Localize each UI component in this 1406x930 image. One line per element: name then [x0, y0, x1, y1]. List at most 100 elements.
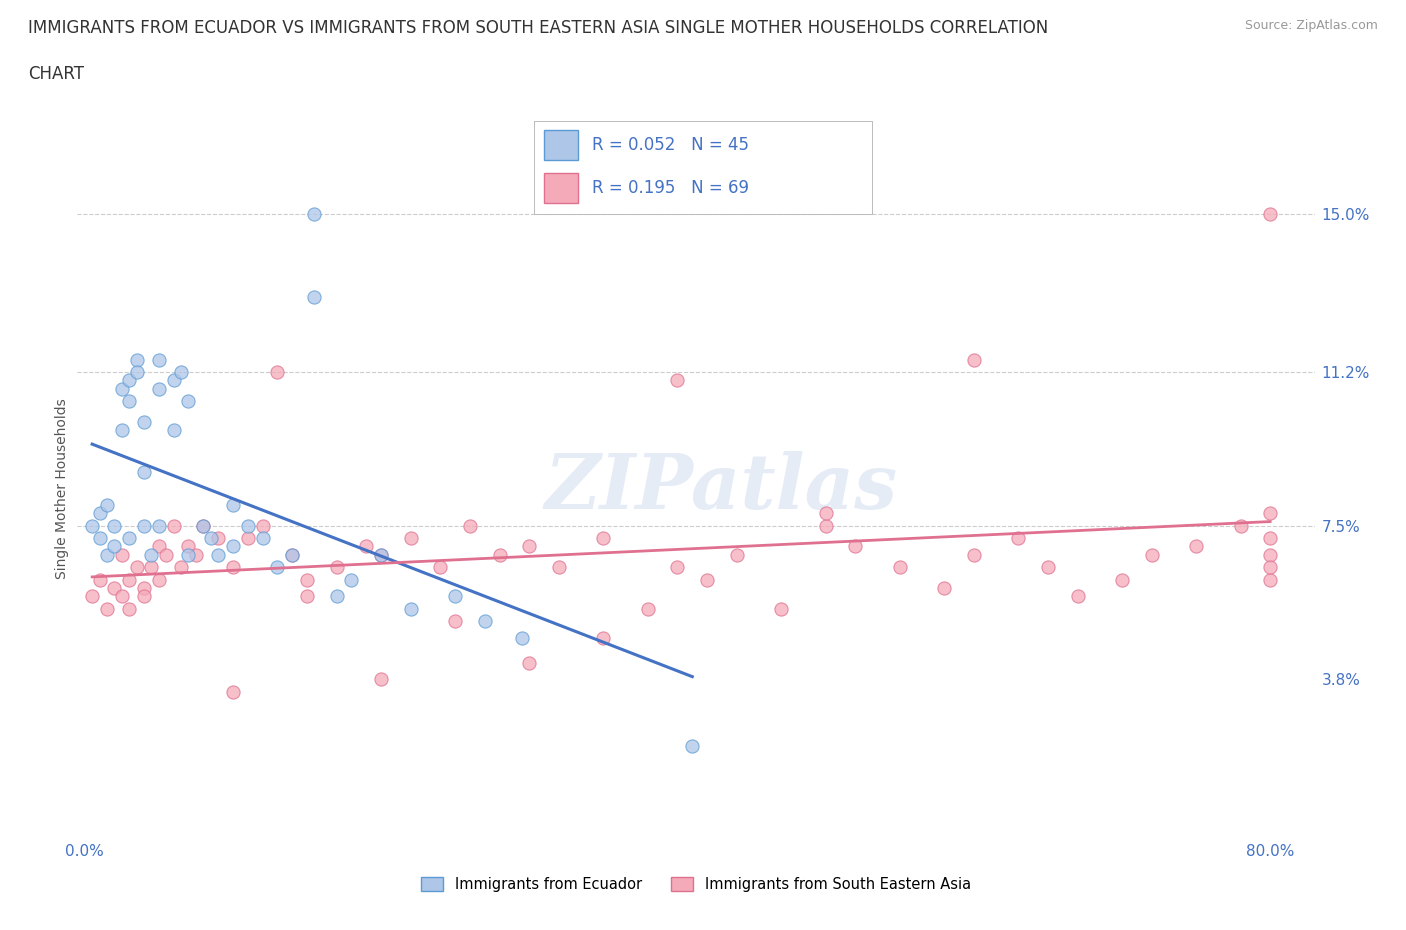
Point: [725, 547, 748, 562]
Point: [1258, 206, 1281, 221]
Point: [637, 601, 659, 616]
Point: [222, 498, 245, 512]
Text: R = 0.195   N = 69: R = 0.195 N = 69: [592, 179, 748, 197]
Point: [148, 381, 170, 396]
Point: [170, 365, 193, 379]
Point: [96, 498, 118, 512]
FancyBboxPatch shape: [544, 173, 578, 203]
Point: [141, 547, 163, 562]
Point: [370, 547, 392, 562]
Point: [517, 539, 540, 554]
Point: [1185, 539, 1208, 554]
Point: [1007, 531, 1029, 546]
Point: [266, 365, 288, 379]
Point: [111, 381, 134, 396]
Point: [103, 539, 125, 554]
Point: [592, 631, 614, 645]
Point: [118, 572, 141, 587]
Point: [89, 572, 111, 587]
Point: [236, 531, 259, 546]
Point: [696, 572, 718, 587]
Point: [340, 572, 363, 587]
Point: [474, 614, 496, 629]
Point: [517, 655, 540, 670]
FancyBboxPatch shape: [544, 130, 578, 160]
Point: [148, 572, 170, 587]
Point: [295, 589, 318, 604]
Point: [148, 539, 170, 554]
Point: [889, 560, 911, 575]
Point: [1111, 572, 1133, 587]
Point: [89, 506, 111, 521]
Point: [163, 373, 186, 388]
Point: [814, 506, 837, 521]
Point: [1036, 560, 1059, 575]
Point: [132, 415, 155, 430]
Point: [281, 547, 304, 562]
Legend: Immigrants from Ecuador, Immigrants from South Eastern Asia: Immigrants from Ecuador, Immigrants from…: [413, 870, 979, 899]
Point: [1258, 547, 1281, 562]
Point: [356, 539, 378, 554]
Point: [118, 393, 141, 408]
Point: [236, 518, 259, 533]
Point: [488, 547, 510, 562]
Point: [370, 671, 392, 686]
Point: [89, 531, 111, 546]
Point: [429, 560, 451, 575]
Point: [814, 518, 837, 533]
Point: [252, 531, 274, 546]
Point: [444, 589, 467, 604]
Point: [1140, 547, 1163, 562]
Point: [252, 518, 274, 533]
Point: [103, 580, 125, 595]
Point: [458, 518, 481, 533]
Point: [770, 601, 793, 616]
Point: [207, 531, 229, 546]
Point: [1258, 572, 1281, 587]
Point: [96, 601, 118, 616]
Point: [193, 518, 215, 533]
Point: [148, 352, 170, 367]
Point: [222, 684, 245, 699]
Point: [1066, 589, 1088, 604]
Point: [125, 352, 148, 367]
Point: [111, 589, 134, 604]
Point: [82, 518, 104, 533]
Text: Source: ZipAtlas.com: Source: ZipAtlas.com: [1244, 19, 1378, 32]
Point: [304, 206, 326, 221]
Point: [1258, 560, 1281, 575]
Point: [1258, 506, 1281, 521]
Point: [666, 373, 689, 388]
Point: [132, 580, 155, 595]
Point: [963, 547, 986, 562]
Point: [132, 589, 155, 604]
Point: [148, 518, 170, 533]
Point: [510, 631, 533, 645]
Point: [304, 290, 326, 305]
Point: [548, 560, 571, 575]
Point: [111, 422, 134, 438]
Point: [266, 560, 288, 575]
Point: [325, 560, 347, 575]
Point: [200, 531, 222, 546]
Point: [132, 518, 155, 533]
Point: [592, 531, 614, 546]
Text: CHART: CHART: [28, 65, 84, 83]
Point: [281, 547, 304, 562]
Point: [184, 547, 207, 562]
Point: [934, 580, 956, 595]
Point: [666, 560, 689, 575]
Point: [177, 539, 200, 554]
Point: [399, 601, 422, 616]
Point: [141, 560, 163, 575]
Point: [177, 547, 200, 562]
Point: [1258, 531, 1281, 546]
Point: [963, 352, 986, 367]
Point: [222, 560, 245, 575]
Point: [111, 547, 134, 562]
Point: [399, 531, 422, 546]
Text: ZIPatlas: ZIPatlas: [544, 451, 897, 525]
Point: [163, 422, 186, 438]
Text: IMMIGRANTS FROM ECUADOR VS IMMIGRANTS FROM SOUTH EASTERN ASIA SINGLE MOTHER HOUS: IMMIGRANTS FROM ECUADOR VS IMMIGRANTS FR…: [28, 19, 1049, 36]
Text: R = 0.052   N = 45: R = 0.052 N = 45: [592, 136, 748, 154]
